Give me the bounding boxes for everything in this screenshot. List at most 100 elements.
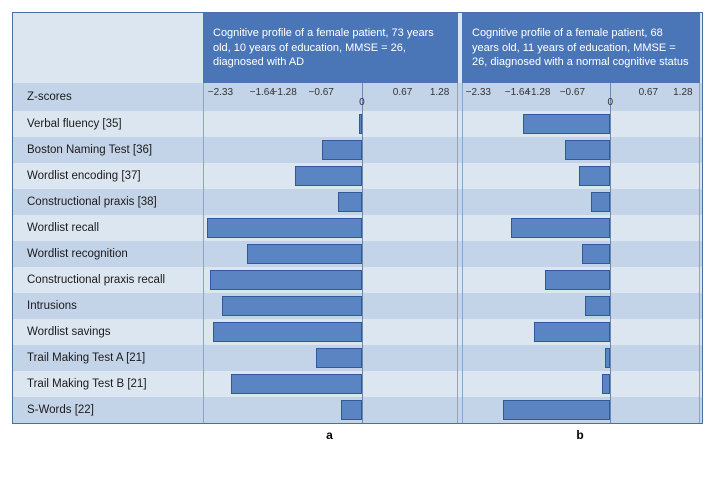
row-label: Wordlist recognition <box>13 241 203 267</box>
bar <box>213 322 362 342</box>
bar <box>322 140 361 160</box>
axis-tick: −0.67 <box>560 87 585 98</box>
axis-zero-label: 0 <box>359 97 365 108</box>
header-spacer <box>13 13 203 83</box>
rows-container: Z-scores−2.33−1.64−1.28−0.670.671.280−2.… <box>13 83 702 423</box>
chart-cell-a <box>203 189 458 215</box>
zero-line <box>362 293 363 319</box>
chart-cell-a <box>203 267 458 293</box>
data-row: Wordlist savings <box>13 319 702 345</box>
zero-line <box>362 163 363 189</box>
data-row: Trail Making Test A [21] <box>13 345 702 371</box>
data-row: Constructional praxis recall <box>13 267 702 293</box>
chart-cell-a <box>203 215 458 241</box>
zero-line <box>610 137 611 163</box>
zero-line <box>610 397 611 423</box>
chart-cell-a <box>203 137 458 163</box>
chart-cell-a <box>203 111 458 137</box>
bar <box>359 114 362 134</box>
row-label: Constructional praxis [38] <box>13 189 203 215</box>
panel-b-header: Cognitive profile of a female patient, 6… <box>462 13 700 83</box>
bar <box>210 270 362 290</box>
zero-line <box>610 241 611 267</box>
bar <box>534 322 611 342</box>
chart-cell-b: −2.33−1.64−1.28−0.670.671.280 <box>462 83 700 111</box>
bar <box>602 374 611 394</box>
axis-tick: −1.28 <box>271 87 296 98</box>
data-row: Trail Making Test B [21] <box>13 371 702 397</box>
panel-a-header: Cognitive profile of a female patient, 7… <box>203 13 458 83</box>
bar <box>338 192 362 212</box>
axis-tick: −2.33 <box>208 87 233 98</box>
row-label: Trail Making Test A [21] <box>13 345 203 371</box>
bar <box>295 166 362 186</box>
chart-cell-b <box>462 137 700 163</box>
bar <box>605 348 611 368</box>
chart-cell-b <box>462 319 700 345</box>
data-row: Intrusions <box>13 293 702 319</box>
header-row: Cognitive profile of a female patient, 7… <box>13 13 702 83</box>
chart-cell-b <box>462 111 700 137</box>
chart-cell-b <box>462 189 700 215</box>
row-label: Verbal fluency [35] <box>13 111 203 137</box>
sub-labels-row: a b <box>12 428 703 442</box>
bar <box>511 218 610 238</box>
chart-cell-b <box>462 293 700 319</box>
axis-zero-label: 0 <box>608 97 614 108</box>
chart-cell-a <box>203 319 458 345</box>
axis-tick: 0.67 <box>393 87 412 98</box>
zero-line <box>362 267 363 293</box>
zero-line <box>610 345 611 371</box>
zero-line <box>610 163 611 189</box>
row-label: Constructional praxis recall <box>13 267 203 293</box>
zero-line <box>610 111 611 137</box>
bar <box>316 348 362 368</box>
bar <box>579 166 610 186</box>
row-label: Trail Making Test B [21] <box>13 371 203 397</box>
zero-line <box>610 215 611 241</box>
zero-line <box>610 371 611 397</box>
bar <box>247 244 362 264</box>
chart-cell-a <box>203 397 458 423</box>
cognitive-profile-figure: Cognitive profile of a female patient, 7… <box>12 12 703 424</box>
data-row: Boston Naming Test [36] <box>13 137 702 163</box>
zero-line <box>362 189 363 215</box>
chart-cell-a <box>203 371 458 397</box>
zero-line <box>362 137 363 163</box>
axis-tick: −2.33 <box>466 87 491 98</box>
bar <box>341 400 362 420</box>
chart-cell-b <box>462 397 700 423</box>
bar <box>591 192 611 212</box>
panel-b-sublabel: b <box>461 428 699 442</box>
bar <box>565 140 610 160</box>
zero-line <box>610 293 611 319</box>
chart-cell-a <box>203 163 458 189</box>
chart-cell-b <box>462 267 700 293</box>
axis-tick: 0.67 <box>639 87 658 98</box>
chart-cell-b <box>462 345 700 371</box>
data-row: Wordlist encoding [37] <box>13 163 702 189</box>
row-label: Intrusions <box>13 293 203 319</box>
chart-cell-a <box>203 293 458 319</box>
bar <box>585 296 611 316</box>
data-row: Verbal fluency [35] <box>13 111 702 137</box>
data-row: Wordlist recognition <box>13 241 702 267</box>
axis-tick: −1.28 <box>525 87 550 98</box>
zero-line <box>362 111 363 137</box>
bar <box>582 244 610 264</box>
zero-line <box>610 189 611 215</box>
zero-line <box>362 397 363 423</box>
bar <box>545 270 610 290</box>
data-row: S-Words [22] <box>13 397 702 423</box>
zscore-label: Z-scores <box>13 83 203 111</box>
zero-line <box>362 345 363 371</box>
chart-cell-a: −2.33−1.64−1.28−0.670.671.280 <box>203 83 458 111</box>
chart-cell-a <box>203 241 458 267</box>
axis-tick: 1.28 <box>430 87 449 98</box>
zero-line <box>362 319 363 345</box>
row-label: Wordlist recall <box>13 215 203 241</box>
zero-line <box>362 215 363 241</box>
chart-cell-b <box>462 241 700 267</box>
row-label: Boston Naming Test [36] <box>13 137 203 163</box>
panel-a-sublabel: a <box>202 428 457 442</box>
